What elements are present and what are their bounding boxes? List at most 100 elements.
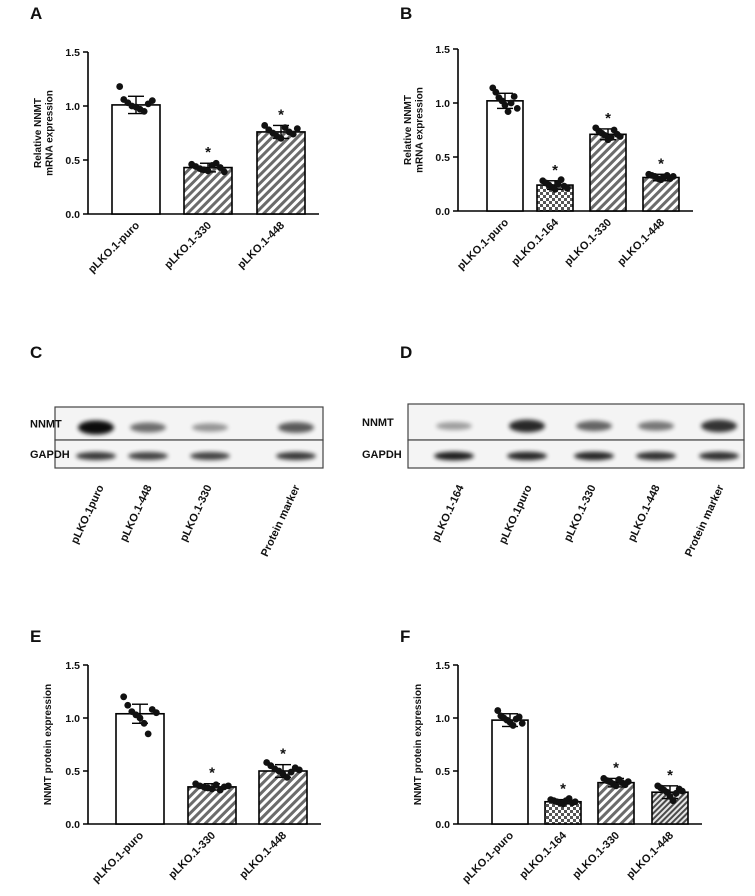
category-label-e-1: pLKO.1-330: [166, 830, 218, 882]
data-point-a-2: [289, 130, 297, 138]
significance-star-e-2: *: [280, 746, 286, 763]
y-tick-label-a: 1.5: [65, 47, 80, 59]
data-point-e-0: [144, 730, 152, 738]
significance-star-f-1: *: [560, 781, 566, 798]
data-point-b-0: [504, 108, 512, 116]
significance-star-f-3: *: [667, 767, 673, 784]
category-label-b-0: pLKO.1-puro: [455, 216, 511, 272]
bar-f-0: [491, 719, 529, 825]
y-axis-label-line: NNMT protein expression: [43, 684, 54, 805]
category-label-b-1: pLKO.1-164: [509, 216, 561, 268]
data-point-e-0: [152, 709, 160, 717]
data-point-e-1: [224, 782, 232, 790]
significance-star-a-2: *: [278, 106, 284, 123]
lane-label-d-0: pLKO.1-164: [430, 482, 467, 543]
data-point-f-2: [624, 778, 632, 785]
data-point-b-0: [492, 88, 500, 96]
row-label-gapdh-c: GAPDH: [30, 449, 70, 461]
y-axis-label-f: NNMT protein expression: [413, 684, 424, 805]
bar-chart-e: 0.0 0.5 1.0 1.5 NNMT protein expression pLKO.…: [43, 660, 321, 886]
y-tick-label-f: 1.5: [435, 660, 450, 672]
data-point-b-2: [607, 134, 615, 141]
panel-letter-d: D: [400, 343, 412, 362]
category-label-e-0: pLKO.1-puro: [90, 829, 146, 885]
lane-label-c-1: pLKO.1-448: [118, 483, 155, 543]
category-label-f-3: pLKO.1-448: [624, 830, 676, 882]
data-point-e-0: [136, 714, 144, 722]
nnmt-band-c-0: [78, 420, 114, 435]
y-axis-label-line: Relative NNMT: [33, 98, 44, 168]
bar-chart-f: 0.0 0.5 1.0 1.5 NNMT protein expression pLKO.…: [413, 660, 702, 886]
significance-star-e-1: *: [209, 765, 215, 782]
y-tick-label-b: 0.5: [435, 152, 450, 164]
category-label-a-1: pLKO.1-330: [162, 220, 214, 272]
gapdh-band-c-2: [190, 451, 230, 461]
data-point-f-3: [669, 797, 677, 805]
data-point-a-2: [277, 135, 285, 142]
panel-letter-b: B: [400, 4, 412, 23]
category-label-f-1: pLKO.1-164: [517, 829, 569, 881]
y-tick-label-e: 0.0: [65, 819, 80, 831]
gapdh-band-c-3: [276, 451, 316, 461]
data-point-a-1: [216, 164, 224, 171]
nnmt-band-d-4: [701, 419, 737, 433]
y-tick-label-b: 1.5: [435, 44, 450, 56]
data-point-e-1: [208, 785, 216, 793]
y-tick-label-e: 1.5: [65, 660, 80, 672]
bar-e-2: [258, 770, 308, 825]
bar-a-2: [256, 131, 306, 215]
data-point-f-1: [571, 798, 579, 806]
data-point-b-2: [616, 133, 624, 140]
data-point-b-1: [557, 176, 565, 184]
lane-label-d-2: pLKO.1-330: [562, 483, 599, 543]
data-point-e-2: [287, 768, 295, 776]
data-point-a-0: [116, 83, 124, 90]
significance-star-b-3: *: [658, 155, 664, 172]
gapdh-band-c-0: [76, 451, 116, 461]
y-tick-label-a: 0.5: [65, 155, 80, 167]
data-point-f-2: [612, 782, 620, 790]
significance-star-a-1: *: [205, 144, 211, 161]
y-tick-label-f: 1.0: [435, 713, 450, 725]
y-tick-label-e: 1.0: [65, 713, 80, 725]
data-point-b-1: [563, 184, 571, 192]
y-tick-label-f: 0.0: [435, 819, 450, 831]
data-point-a-1: [212, 159, 220, 167]
significance-star-b-2: *: [605, 110, 611, 127]
gapdh-band-d-4: [699, 451, 739, 461]
y-axis-label-line: Relative NNMT: [403, 95, 414, 165]
nnmt-band-c-1: [130, 422, 166, 433]
y-axis-label-line: mRNA expression: [45, 90, 56, 176]
bar-f-2: [597, 781, 635, 825]
lane-label-c-0: pLKO.1puro: [69, 483, 107, 546]
category-label-b-3: pLKO.1-448: [615, 217, 667, 269]
data-point-b-3: [669, 173, 677, 180]
western-blot-d: NNMT GAPDH pLKO.1-164 pLKO.1puro pLKO.1-330 p…: [362, 403, 745, 559]
category-label-f-2: pLKO.1-330: [570, 830, 622, 882]
data-point-a-2: [281, 124, 289, 131]
lane-label-d-3: pLKO.1-448: [626, 483, 663, 543]
data-point-e-2: [283, 773, 291, 781]
data-point-a-0: [140, 108, 148, 115]
data-point-a-1: [204, 167, 212, 175]
bar-e-0: [115, 712, 165, 825]
y-axis-label-e: NNMT protein expression: [43, 684, 54, 805]
nnmt-band-d-2: [576, 420, 612, 432]
gapdh-band-d-1: [507, 451, 547, 461]
lane-label-c-2: pLKO.1-330: [178, 483, 215, 543]
nnmt-band-c-3: [278, 422, 314, 433]
gapdh-band-c-1: [128, 451, 168, 461]
data-point-f-0: [494, 707, 502, 714]
row-label-nnmt-c: NNMT: [30, 419, 62, 431]
y-tick-label-b: 1.0: [435, 98, 450, 110]
data-point-b-0: [513, 105, 521, 112]
panel-letter-a: A: [30, 4, 42, 23]
y-axis-label-a: Relative NNMTmRNA expression: [33, 90, 56, 176]
bar-b-0: [486, 100, 524, 212]
bar-chart-a: 0.0 0.5 1.0 1.5 Relative NNMTmRNA expression…: [33, 47, 319, 276]
panel-letter-e: E: [30, 627, 41, 646]
nnmt-membrane-d: [407, 403, 745, 441]
y-tick-label-e: 0.5: [65, 766, 80, 778]
y-axis-label-line: NNMT protein expression: [413, 684, 424, 805]
data-point-e-0: [120, 693, 128, 701]
